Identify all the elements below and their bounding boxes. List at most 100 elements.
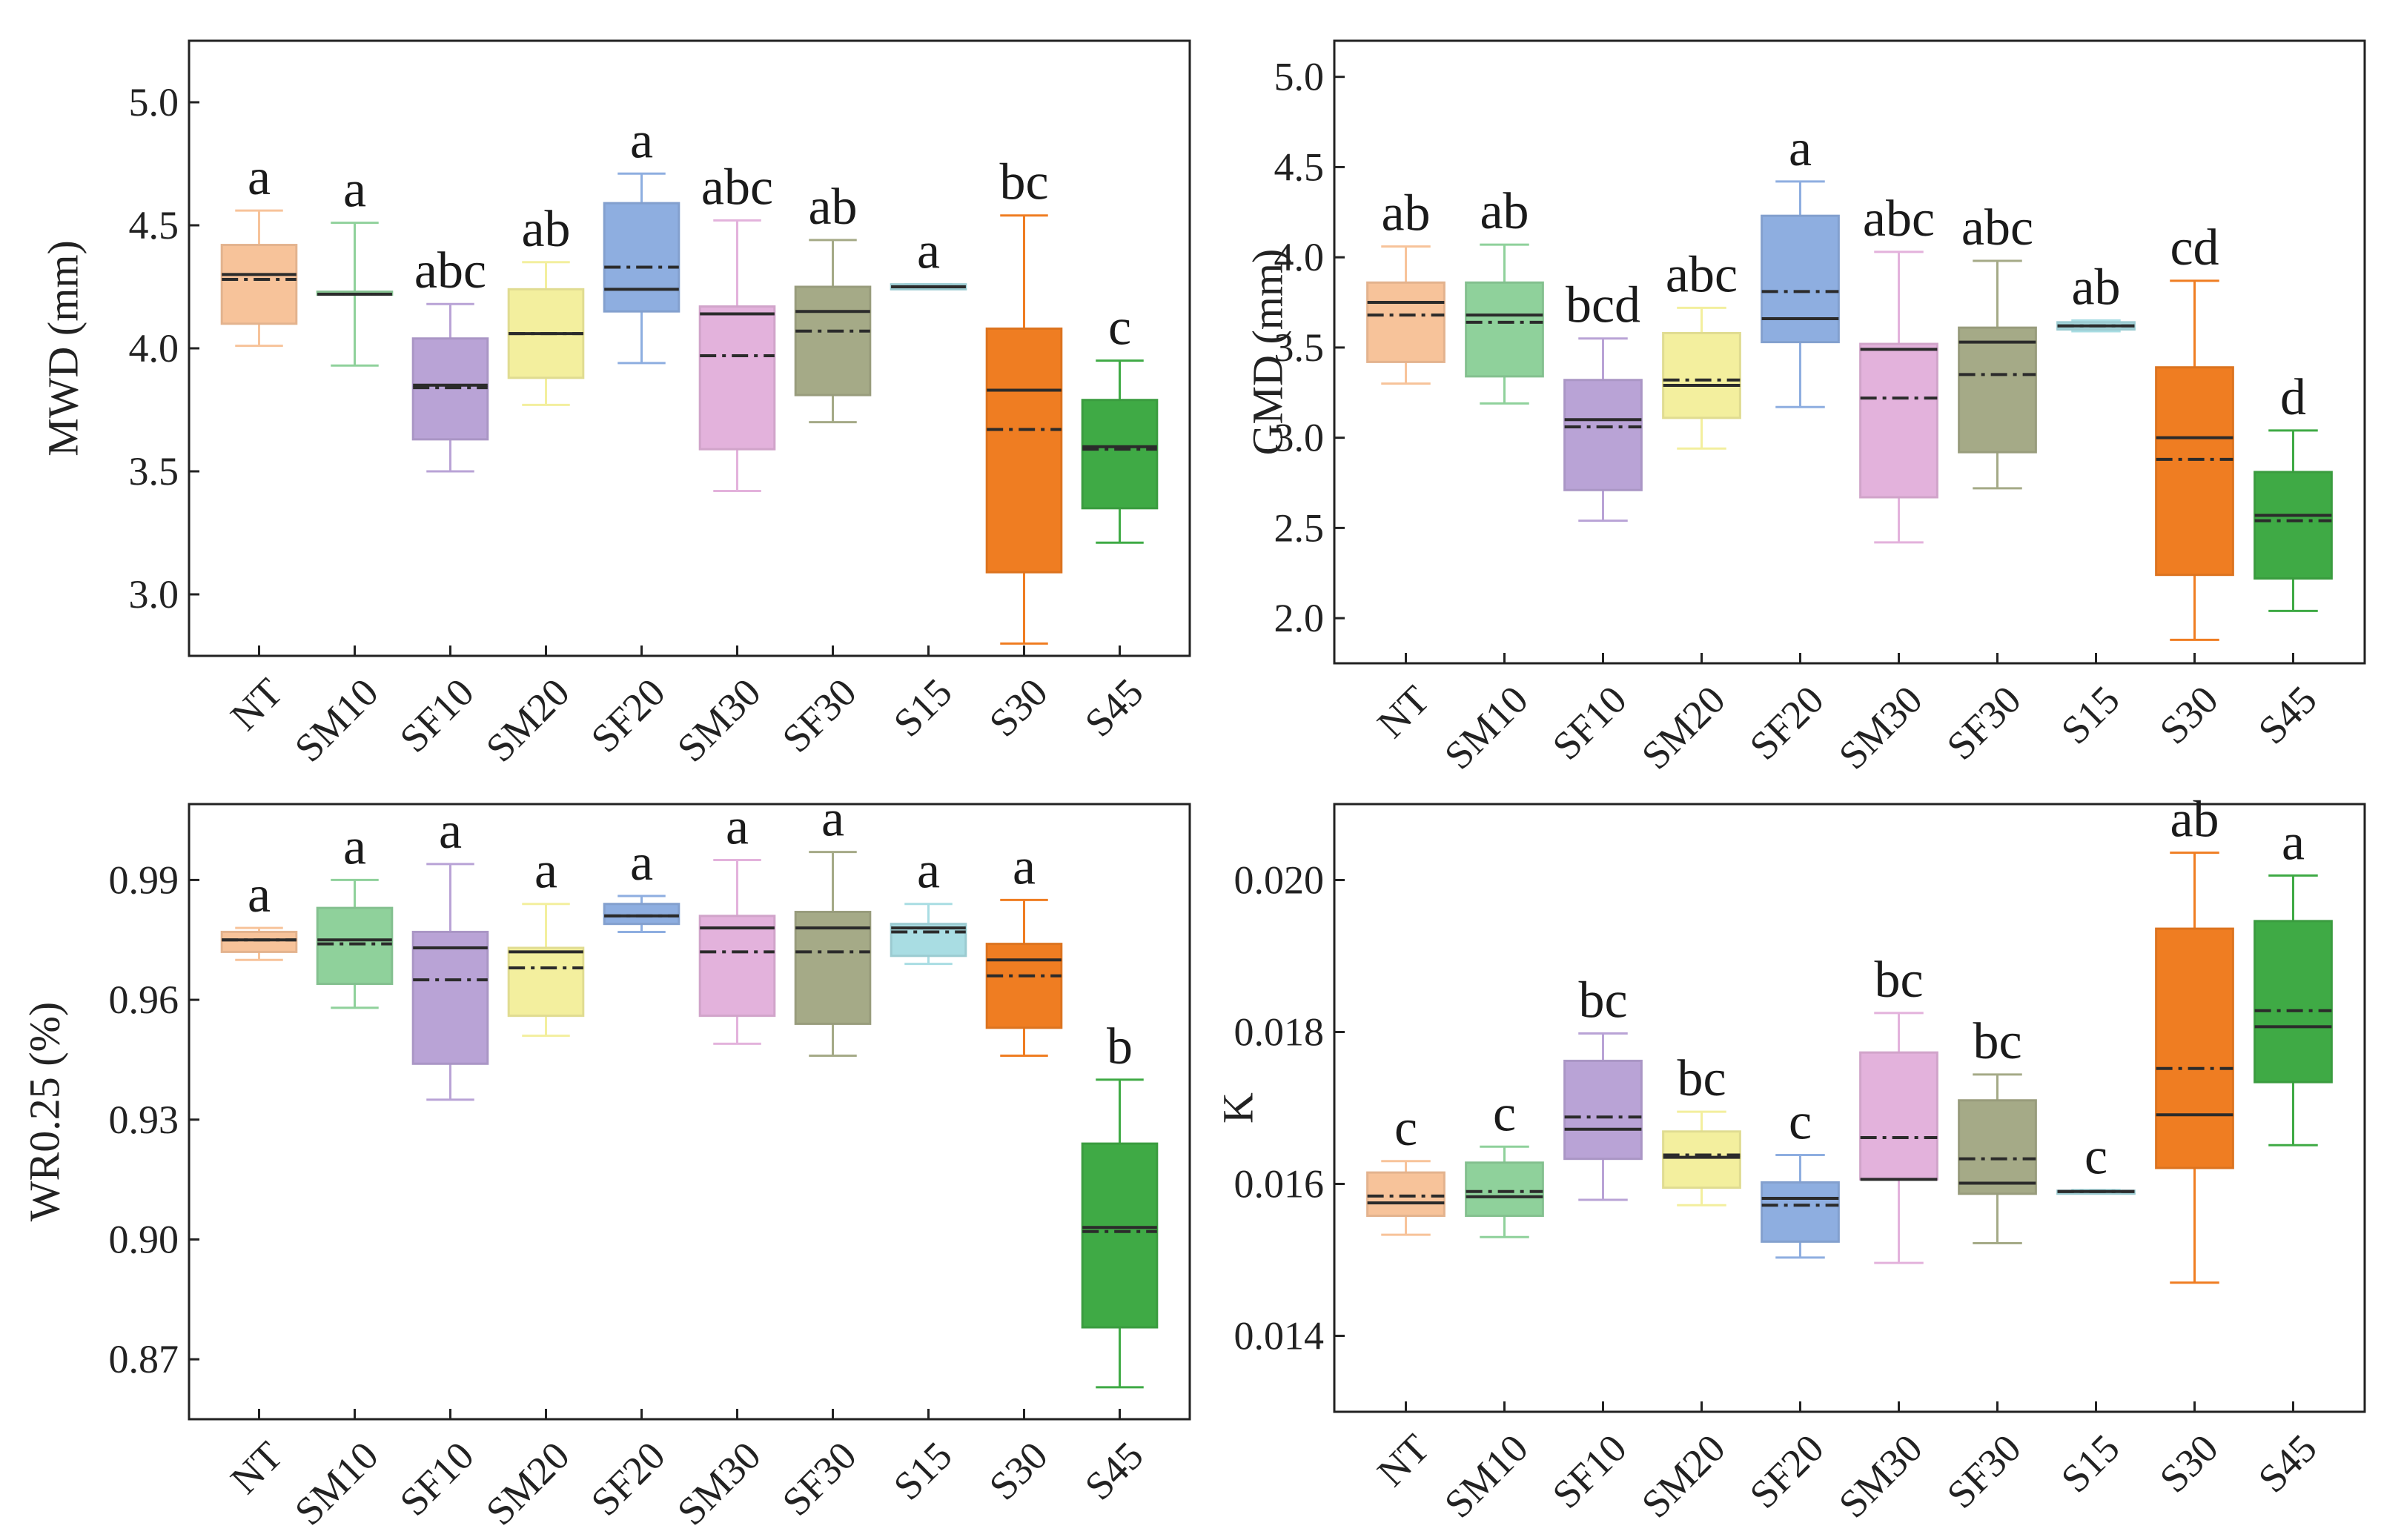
significance-label: abc — [414, 242, 486, 299]
significance-label: ab — [521, 201, 570, 258]
y-axis-title: MWD (mm) — [39, 240, 87, 457]
box-SF10: a — [411, 803, 489, 1101]
y-tick-label: 0.90 — [109, 1217, 179, 1261]
x-tick-label: NT — [222, 670, 291, 739]
box-iqr — [985, 943, 1063, 1029]
box-SF30: a — [794, 791, 872, 1058]
box-SF20: a — [603, 834, 680, 933]
box-SF30: ab — [794, 179, 872, 424]
x-tick-label: SM10 — [1436, 677, 1537, 778]
box-iqr — [1958, 326, 2037, 454]
significance-label: ab — [1381, 185, 1430, 242]
box-SF10: bcd — [1563, 277, 1643, 522]
y-tick-label: 0.99 — [109, 857, 179, 902]
box-SM30: abc — [1859, 190, 1938, 544]
y-tick-label: 2.0 — [1274, 596, 1325, 640]
box-NT: c — [1366, 1100, 1446, 1236]
x-tick-label: SM30 — [1830, 1426, 1931, 1527]
x-tick-label: NT — [1368, 677, 1437, 746]
y-tick-label: 4.5 — [1274, 145, 1325, 189]
box-S15: a — [890, 223, 967, 291]
box-SM30: abc — [698, 159, 776, 493]
box-iqr — [1081, 399, 1159, 510]
box-S15: a — [890, 843, 967, 966]
box-iqr — [2253, 471, 2333, 580]
plot-frame — [1333, 39, 2366, 665]
y-tick-label: 3.5 — [129, 449, 179, 494]
y-tick-label: 0.014 — [1234, 1314, 1325, 1358]
box-iqr — [603, 903, 680, 926]
x-tick-label: SM20 — [477, 670, 578, 771]
box-SM30: bc — [1859, 952, 1938, 1264]
panel-k: 0.014 0.016 0.018 0.020 K c NT c SM10 bc SF10 bc SM2… — [1214, 791, 2366, 1527]
y-tick-label: 4.0 — [1274, 235, 1325, 279]
box-iqr — [698, 305, 776, 451]
significance-label: c — [1394, 1100, 1417, 1157]
box-iqr — [220, 244, 298, 325]
box-SM10: a — [316, 162, 394, 367]
x-tick-label: SF10 — [391, 1433, 483, 1524]
box-iqr — [698, 915, 776, 1018]
box-SM10: c — [1465, 1085, 1544, 1238]
box-SM20: a — [507, 843, 585, 1038]
box-NT: a — [220, 149, 298, 348]
y-axis-title: K — [1214, 1092, 1262, 1124]
significance-label: a — [439, 803, 462, 860]
box-SM10: a — [316, 818, 394, 1009]
significance-label: c — [1108, 299, 1131, 356]
significance-label: d — [2280, 369, 2306, 426]
box-iqr — [1465, 281, 1544, 378]
x-tick-label: S45 — [1076, 670, 1152, 746]
box-SF20: a — [603, 112, 680, 365]
significance-label: b — [1107, 1018, 1133, 1075]
significance-label: a — [821, 791, 844, 848]
y-tick-label: 0.018 — [1234, 1010, 1325, 1055]
box-iqr — [1662, 331, 1741, 419]
significance-label: cd — [2170, 219, 2219, 276]
y-tick-label: 0.93 — [109, 1098, 179, 1142]
significance-label: bc — [1578, 972, 1627, 1029]
box-iqr — [1563, 1059, 1643, 1161]
box-SM20: ab — [507, 201, 585, 406]
significance-label: a — [248, 149, 271, 206]
significance-label: a — [630, 834, 653, 892]
box-S15: ab — [2056, 259, 2136, 333]
box-iqr — [2155, 366, 2234, 577]
significance-label: ab — [2071, 259, 2120, 316]
significance-label: bc — [999, 154, 1048, 211]
box-S45: b — [1081, 1018, 1159, 1389]
x-tick-label: NT — [1368, 1426, 1437, 1495]
box-S45: a — [2253, 814, 2333, 1146]
box-iqr — [1859, 1051, 1938, 1181]
plot-frame — [1333, 803, 2366, 1413]
significance-label: a — [1789, 120, 1812, 177]
significance-label: a — [343, 162, 366, 219]
box-NT: a — [220, 866, 298, 961]
box-iqr — [985, 327, 1063, 574]
box-iqr — [507, 946, 585, 1018]
x-tick-label: SF20 — [583, 670, 674, 761]
box-S30: bc — [985, 154, 1063, 645]
x-tick-label: SF20 — [1741, 677, 1832, 769]
significance-label: bc — [1973, 1013, 2021, 1070]
x-tick-label: SF10 — [1544, 1426, 1635, 1517]
x-tick-label: S30 — [981, 670, 1056, 746]
significance-label: abc — [1961, 199, 2033, 256]
panel-gmd: 2.0 2.5 3.0 3.5 4.0 4.5 5.0 GMD (mm) ab NT ab SM10 b… — [1244, 39, 2366, 778]
x-tick-label: S15 — [885, 670, 961, 746]
x-tick-label: SF10 — [391, 670, 483, 761]
significance-label: bc — [1677, 1050, 1726, 1107]
x-tick-label: SM10 — [286, 670, 387, 771]
x-tick-label: S15 — [885, 1433, 961, 1509]
box-iqr — [1859, 342, 1938, 499]
y-axis-title: WR0.25 (%) — [21, 1002, 69, 1221]
x-tick-label: S15 — [2053, 677, 2128, 753]
x-tick-label: SF30 — [1938, 1426, 2030, 1517]
box-SM20: abc — [1662, 246, 1741, 450]
x-tick-label: NT — [222, 1433, 291, 1502]
x-tick-label: SM20 — [1633, 1426, 1734, 1527]
y-tick-label: 0.020 — [1234, 858, 1325, 903]
y-tick-label: 3.0 — [1274, 416, 1325, 460]
box-SF20: a — [1761, 120, 1840, 408]
